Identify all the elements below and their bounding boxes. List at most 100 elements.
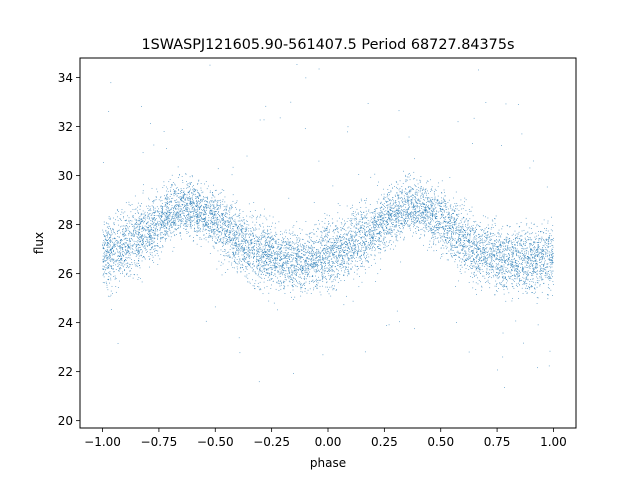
- data-point: [434, 216, 436, 218]
- data-point: [534, 284, 536, 286]
- data-point: [272, 222, 274, 224]
- data-point: [227, 224, 229, 225]
- data-point: [536, 263, 538, 265]
- data-point: [518, 282, 519, 284]
- data-point: [458, 256, 460, 258]
- data-point: [259, 224, 261, 225]
- data-point: [399, 180, 401, 182]
- data-point: [185, 205, 187, 206]
- data-point: [292, 286, 294, 288]
- data-point: [299, 268, 301, 270]
- data-point: [451, 233, 452, 234]
- data-point: [270, 246, 272, 247]
- data-point: [321, 244, 323, 246]
- data-point: [369, 212, 371, 214]
- data-point: [279, 268, 281, 270]
- data-point: [285, 262, 287, 264]
- data-point: [225, 243, 227, 244]
- data-point: [180, 199, 182, 201]
- data-point: [388, 219, 390, 221]
- data-point: [320, 253, 321, 255]
- data-point: [386, 325, 388, 326]
- data-point: [265, 105, 267, 107]
- data-point: [503, 255, 505, 257]
- data-point: [182, 179, 184, 181]
- data-point: [226, 238, 228, 240]
- data-point: [152, 260, 153, 261]
- data-point: [310, 262, 312, 264]
- data-point: [454, 218, 455, 220]
- data-point: [459, 234, 460, 235]
- data-point: [541, 270, 543, 272]
- data-point: [531, 286, 533, 288]
- data-point: [117, 255, 119, 257]
- data-point: [388, 198, 390, 200]
- data-point: [109, 237, 111, 238]
- data-point: [464, 253, 466, 255]
- data-point: [246, 220, 247, 222]
- data-point: [260, 289, 262, 291]
- data-point: [361, 236, 362, 238]
- data-point: [127, 249, 128, 251]
- data-point: [220, 220, 222, 222]
- data-point: [247, 250, 249, 251]
- data-point: [357, 240, 358, 242]
- data-point: [379, 207, 381, 209]
- data-point: [326, 234, 328, 235]
- data-point: [319, 260, 321, 262]
- data-point: [430, 208, 432, 210]
- data-point: [207, 196, 208, 198]
- data-point: [302, 268, 304, 269]
- data-point: [503, 264, 505, 266]
- data-point: [203, 234, 204, 236]
- data-point: [225, 232, 227, 234]
- data-point: [397, 230, 399, 232]
- data-point: [393, 248, 395, 250]
- data-point: [366, 245, 368, 247]
- data-point: [329, 248, 331, 249]
- data-point: [254, 283, 256, 284]
- data-point: [229, 236, 231, 238]
- data-point: [186, 203, 188, 205]
- data-point: [470, 246, 472, 247]
- data-point: [266, 249, 268, 251]
- data-point: [197, 215, 199, 217]
- data-point: [105, 251, 107, 253]
- data-point: [316, 271, 317, 272]
- data-point: [163, 222, 165, 223]
- data-point: [160, 215, 162, 216]
- data-point: [112, 242, 113, 243]
- data-point: [354, 235, 356, 237]
- data-point: [299, 228, 301, 229]
- data-point: [310, 244, 312, 246]
- data-point: [340, 240, 341, 242]
- data-point: [420, 198, 422, 199]
- data-point: [405, 213, 407, 215]
- data-point: [244, 248, 245, 250]
- data-point: [257, 286, 258, 287]
- data-point: [420, 222, 422, 224]
- data-point: [230, 220, 232, 222]
- data-point: [221, 201, 223, 203]
- data-point: [372, 233, 374, 235]
- data-point: [403, 200, 405, 202]
- data-point: [197, 209, 199, 211]
- data-point: [366, 256, 368, 258]
- data-point: [406, 209, 408, 210]
- data-point: [162, 213, 164, 215]
- data-point: [233, 240, 234, 241]
- data-point: [234, 244, 236, 246]
- data-point: [352, 250, 353, 252]
- data-point: [213, 223, 215, 225]
- data-point: [330, 275, 331, 276]
- data-point: [290, 254, 292, 255]
- data-point: [544, 240, 546, 242]
- data-point: [523, 243, 524, 245]
- data-point: [387, 208, 388, 210]
- data-point: [206, 209, 208, 211]
- data-point: [518, 238, 520, 239]
- data-point: [476, 223, 478, 225]
- data-point: [168, 220, 170, 221]
- data-point: [381, 206, 382, 208]
- data-point: [467, 234, 468, 236]
